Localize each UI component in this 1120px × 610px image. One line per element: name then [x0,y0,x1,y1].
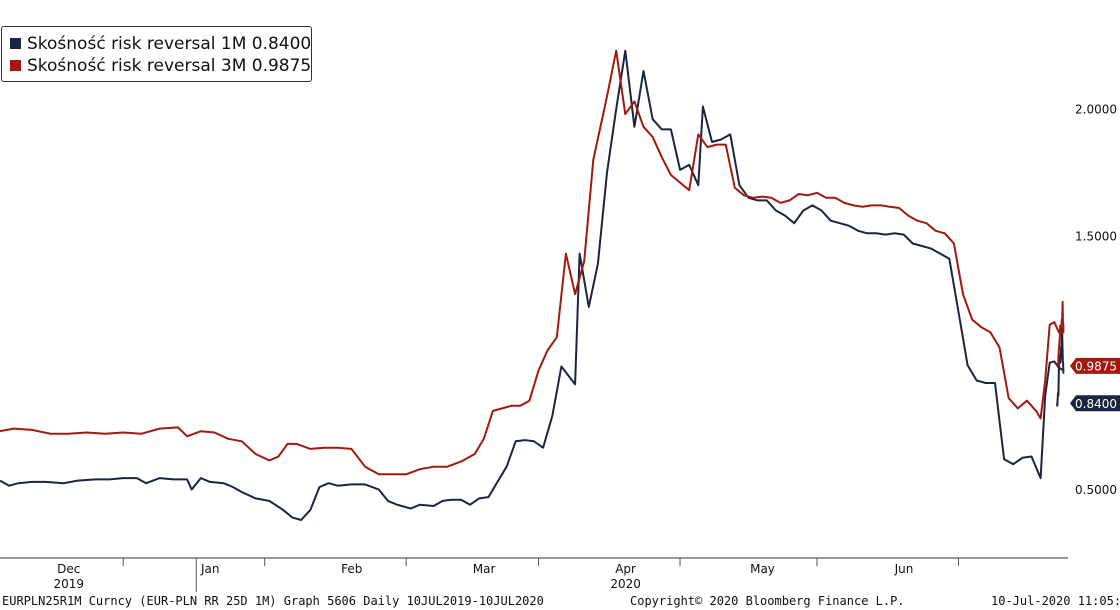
legend: Skośność risk reversal 1M 0.8400 Skośnoś… [1,26,312,82]
x-tick-label-apr: Apr [615,562,636,576]
footer-ticker: EURPLN25R1M Curncy (EUR-PLN RR 25D 1M) G… [2,594,544,608]
legend-label-1m: Skośność risk reversal 1M 0.8400 [27,34,312,54]
last-value-tag-1m [1070,395,1120,412]
x-tick-label-feb: Feb [341,562,362,576]
last-value-label-1m: 0.8400 [1075,397,1117,411]
last-value-tag-3m [1070,357,1120,374]
series-line-3m [0,49,1065,476]
footer-timestamp: 10-Jul-2020 11:05:54 [991,594,1120,608]
x-tick-label-jan: Jan [200,562,220,576]
x-year-label-2019: 2019 [53,577,84,591]
x-tick-label-dec: Dec [57,562,80,576]
y-tick-label: 2.0000 [1075,103,1117,117]
legend-swatch-3m [10,60,21,71]
x-tick-label-mar: Mar [473,562,496,576]
x-tick-label-may: May [750,562,775,576]
footer-copyright: Copyright© 2020 Bloomberg Finance L.P. [630,594,905,608]
last-value-tags: 0.8400 0.9875 [1070,357,1120,412]
series-line-1m [0,49,1065,521]
last-value-label-3m: 0.9875 [1075,359,1117,373]
x-tick-label-jun: Jun [894,562,914,576]
line-chart: Dec Jan Feb Mar Apr May Jun 2019 2020 2.0000 1.50… [0,49,1120,592]
x-axis: Dec Jan Feb Mar Apr May Jun 2019 2020 [0,557,1068,592]
legend-item-3m: Skośność risk reversal 3M 0.9875 [10,56,311,76]
legend-item-1m: Skośność risk reversal 1M 0.8400 [10,34,311,54]
plot-lines [0,49,1065,521]
y-tick-label: 1.5000 [1075,229,1117,243]
x-year-label-2020: 2020 [610,577,641,591]
y-tick-label: 0.5000 [1075,483,1117,497]
legend-label-3m: Skośność risk reversal 3M 0.9875 [27,56,312,76]
legend-swatch-1m [10,38,21,49]
y-axis: 2.0000 1.5000 0.5000 [1075,103,1117,497]
